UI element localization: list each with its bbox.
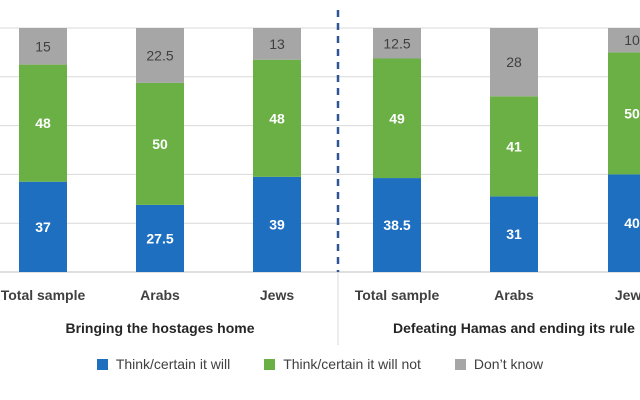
- gridlines: [0, 10, 640, 345]
- legend-label: Don’t know: [473, 356, 544, 372]
- data-label: 39: [269, 216, 285, 232]
- category-label: Total sample: [1, 287, 86, 303]
- data-label: 41: [506, 138, 522, 154]
- bar-segment-2: [608, 52, 640, 175]
- bar-segment-2: [19, 64, 67, 182]
- labels: 37 48 15 Total sample 27.5 50 22.5 Arabs 39 48 13 J…: [1, 32, 640, 336]
- legend-item: Think/certain it will: [96, 356, 231, 372]
- data-label: 12.5: [383, 35, 410, 51]
- bar-segment-1: [373, 178, 421, 272]
- legend: Think/certain it will Think/certain it wi…: [0, 352, 640, 376]
- data-label: 15: [35, 38, 51, 54]
- category-label: Jews: [260, 287, 294, 303]
- group-label: Defeating Hamas and ending its rule: [393, 320, 635, 336]
- data-label: 28: [506, 54, 522, 70]
- data-label: 22.5: [146, 47, 173, 63]
- legend-swatch: [454, 358, 466, 370]
- bar-segment-2: [253, 59, 301, 177]
- data-label: 49: [389, 110, 405, 126]
- data-label: 10: [624, 32, 640, 48]
- legend-item: Think/certain it will not: [264, 356, 421, 372]
- bar-segment-3: [19, 28, 67, 65]
- category-label: Total sample: [355, 287, 440, 303]
- bar-segment-3: [253, 28, 301, 60]
- data-label: 48: [35, 115, 51, 131]
- category-label: Jews: [615, 287, 640, 303]
- bar-segment-2: [373, 58, 421, 179]
- legend-swatch: [264, 358, 276, 370]
- data-label: 38.5: [383, 217, 410, 233]
- data-label: 48: [269, 110, 285, 126]
- category-label: Arabs: [140, 287, 180, 303]
- bar-segment-3: [608, 28, 640, 53]
- bar-segment-1: [608, 174, 640, 272]
- bar-segment-2: [490, 96, 538, 197]
- bar-segment-1: [136, 204, 184, 272]
- legend-swatch: [96, 358, 108, 370]
- bar-segment-1: [253, 176, 301, 272]
- bar-segment-1: [490, 196, 538, 272]
- legend-label: Think/certain it will: [115, 356, 231, 372]
- data-label: 40: [624, 215, 640, 231]
- category-label: Arabs: [494, 287, 534, 303]
- data-label: 13: [269, 36, 285, 52]
- legend-item: Don’t know: [454, 356, 544, 372]
- data-label: 50: [152, 136, 168, 152]
- data-label: 27.5: [146, 230, 173, 246]
- bar-segment-3: [490, 28, 538, 97]
- bar-segment-1: [19, 181, 67, 272]
- bars: [19, 28, 640, 272]
- bar-segment-2: [136, 82, 184, 205]
- legend-label: Think/certain it will not: [283, 356, 421, 372]
- data-label: 37: [35, 219, 51, 235]
- data-label: 31: [506, 226, 522, 242]
- data-label: 50: [624, 105, 640, 121]
- bar-segment-3: [373, 28, 421, 59]
- group-label: Bringing the hostages home: [65, 320, 254, 336]
- bar-segment-3: [136, 28, 184, 83]
